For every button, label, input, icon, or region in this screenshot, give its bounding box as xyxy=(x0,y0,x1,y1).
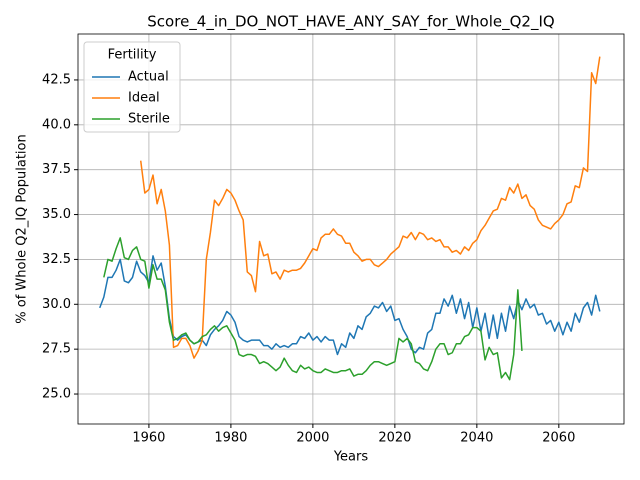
y-tick-label: 27.5 xyxy=(42,342,71,357)
y-tick-label: 35.0 xyxy=(42,207,71,222)
y-tick-label: 37.5 xyxy=(42,162,71,177)
y-tick-label: 30.0 xyxy=(42,297,71,312)
data-line xyxy=(139,56,601,359)
legend-label: Ideal xyxy=(128,91,160,106)
legend-label: Sterile xyxy=(128,112,170,127)
x-tick-label: 2060 xyxy=(542,431,575,446)
legend-label: Actual xyxy=(128,70,169,85)
x-tick-label: 2000 xyxy=(296,431,329,446)
data-line xyxy=(103,237,523,381)
y-tick-label: 42.5 xyxy=(42,72,71,87)
y-axis-label: % of Whole Q2_IQ Population xyxy=(15,134,30,323)
legend-box xyxy=(83,41,181,133)
x-tick-label: 2040 xyxy=(460,431,493,446)
x-axis-label: Years xyxy=(333,450,369,465)
plot-frame xyxy=(77,33,625,425)
x-tick-label: 1960 xyxy=(132,431,165,446)
y-tick-label: 32.5 xyxy=(42,252,71,267)
y-tick-label: 40.0 xyxy=(42,117,71,132)
x-tick-label: 2020 xyxy=(378,431,411,446)
chart-title: Score_4_in_DO_NOT_HAVE_ANY_SAY_for_Whole… xyxy=(147,13,554,32)
y-tick-label: 25.0 xyxy=(42,387,71,402)
legend-title: Fertility xyxy=(108,48,157,63)
x-tick-label: 1980 xyxy=(214,431,247,446)
